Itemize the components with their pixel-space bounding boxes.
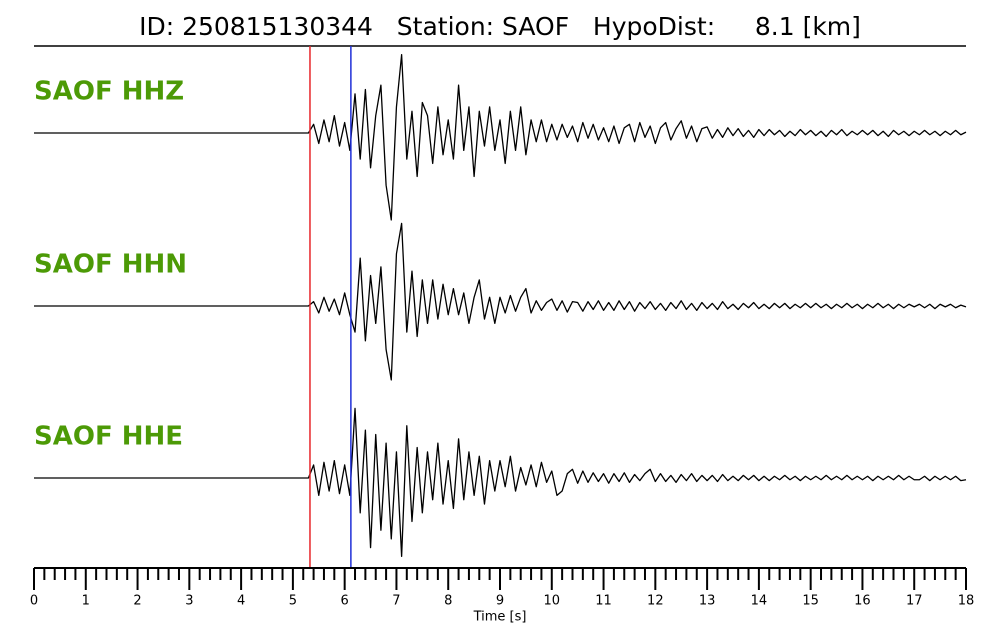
x-tick-label: 16 <box>854 594 871 609</box>
chart-title: ID: 250815130344 Station: SAOF HypoDist:… <box>139 12 861 41</box>
x-tick-label: 14 <box>751 594 768 609</box>
x-tick-label: 0 <box>30 594 38 609</box>
x-tick-label: 18 <box>958 594 975 609</box>
x-tick-label: 10 <box>544 594 561 609</box>
x-tick-label: 5 <box>289 594 297 609</box>
trace <box>34 407 967 557</box>
x-tick-label: 13 <box>699 594 716 609</box>
trace <box>34 54 967 221</box>
trace-label: SAOF HHE <box>34 422 183 452</box>
x-tick-label: 11 <box>595 594 612 609</box>
x-tick-label: 1 <box>82 594 90 609</box>
x-tick-label: 7 <box>392 594 400 609</box>
x-tick-label: 2 <box>133 594 141 609</box>
x-tick-label: 15 <box>802 594 819 609</box>
x-tick-label: 17 <box>906 594 923 609</box>
x-tick-label: 6 <box>341 594 349 609</box>
x-tick-label: 12 <box>647 594 664 609</box>
x-tick-label: 4 <box>237 594 245 609</box>
x-tick-label: 3 <box>185 594 193 609</box>
x-tick-label: 9 <box>496 594 504 609</box>
x-axis-label: Time [s] <box>473 610 527 625</box>
trace-label: SAOF HHN <box>34 250 187 280</box>
trace-label: SAOF HHZ <box>34 77 184 107</box>
trace <box>34 222 967 381</box>
x-tick-label: 8 <box>444 594 452 609</box>
